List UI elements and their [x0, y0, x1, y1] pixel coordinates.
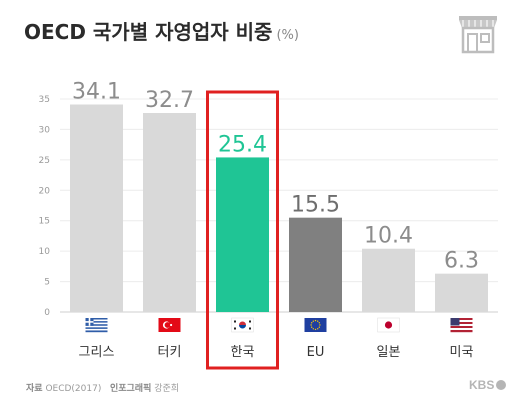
y-tick-label: 10: [39, 247, 51, 257]
y-tick-label: 25: [39, 156, 50, 166]
data-label: 10.4: [364, 224, 413, 249]
usa-flag-icon: [450, 318, 473, 333]
source-value: OECD(2017): [45, 384, 102, 394]
bar: [362, 248, 415, 312]
bar: [216, 157, 269, 312]
bar: [435, 273, 488, 312]
x-tick-label: 터키: [158, 345, 182, 360]
footer-source: 자료 OECD(2017) 인포그래픽 강준희: [26, 381, 179, 394]
x-tick-label: 그리스: [79, 345, 115, 360]
y-tick-label: 5: [44, 278, 50, 288]
chart-title: OECD 국가별 자영업자 비중 (%): [24, 16, 299, 45]
x-tick-label: 한국: [231, 345, 255, 360]
chart-title-unit: (%): [276, 28, 299, 43]
korea-flag-icon: [231, 317, 254, 333]
y-tick-label: 35: [39, 95, 50, 105]
data-label: 15.5: [291, 193, 340, 218]
source-label: 자료: [26, 384, 43, 394]
y-tick-label: 15: [39, 217, 50, 227]
data-label: 6.3: [444, 249, 479, 274]
eu-flag-icon: [304, 318, 327, 332]
turkey-flag-icon: [158, 318, 181, 332]
japan-flag-icon: [377, 317, 400, 333]
x-tick-label: 일본: [377, 345, 401, 360]
credit-value: 강준희: [154, 384, 180, 394]
kbs-logo-text: KBS: [469, 378, 495, 392]
highlight-box: [206, 90, 279, 370]
y-tick-label: 20: [39, 186, 51, 196]
bar: [289, 217, 342, 312]
data-label: 25.4: [218, 132, 267, 157]
y-tick-label: 30: [39, 125, 51, 135]
x-tick-label: EU: [307, 345, 325, 360]
credit-label: 인포그래픽: [109, 384, 152, 394]
data-label: 34.1: [72, 79, 121, 104]
x-tick-label: 미국: [450, 345, 474, 360]
shop-icon: [459, 16, 497, 54]
bar: [70, 104, 123, 312]
y-tick-label: 0: [44, 308, 50, 318]
kbs-logo: KBS: [469, 378, 507, 392]
chart-title-text: OECD 국가별 자영업자 비중: [24, 20, 273, 44]
greece-flag-icon: [85, 318, 108, 333]
bar: [143, 112, 196, 312]
data-label: 32.7: [145, 88, 194, 113]
